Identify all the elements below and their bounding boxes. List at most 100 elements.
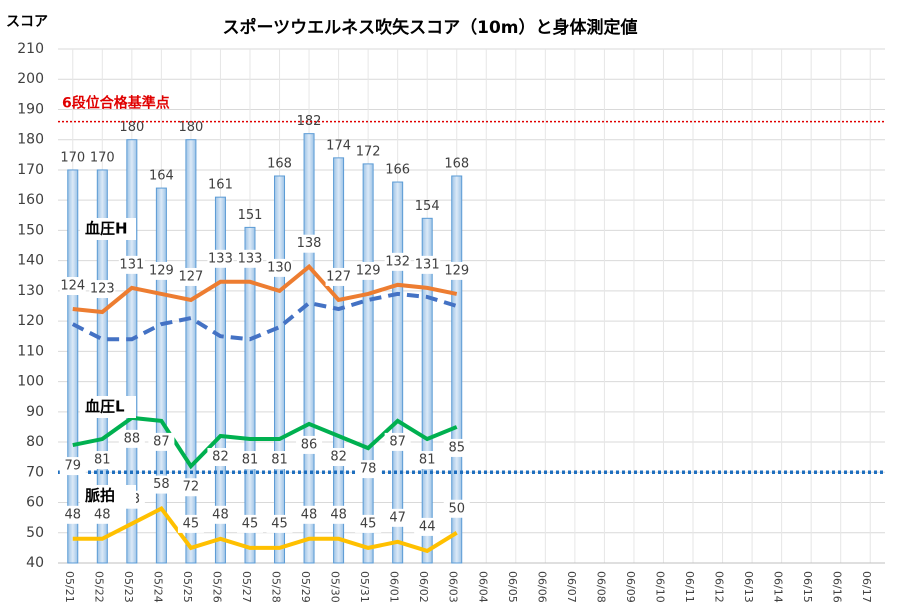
label-box: [148, 475, 175, 494]
series-name: 血圧L: [85, 398, 125, 416]
chart-title: スポーツウエルネス吹矢スコア（10m）と身体測定値: [222, 17, 637, 38]
label-box: [325, 505, 352, 524]
bar: [67, 169, 79, 564]
line-value-label: 131: [119, 257, 144, 272]
bar: [244, 226, 256, 564]
line-value-label: 133: [208, 251, 233, 266]
label-box: [296, 435, 323, 454]
line-value-label: 81: [419, 453, 436, 468]
label-box: [355, 514, 382, 533]
line-value-label: 48: [330, 507, 347, 522]
label-box: [59, 505, 86, 524]
label-box: [266, 514, 293, 533]
x-tick-label: 05/31: [358, 571, 371, 603]
line-value-label: 81: [94, 453, 111, 468]
bar: [333, 157, 345, 564]
line: [71, 291, 458, 342]
line-value-label: 87: [153, 434, 170, 449]
line-value-label: 81: [242, 453, 259, 468]
label-box: [355, 460, 382, 479]
label-box: [177, 267, 204, 286]
label-box: [384, 508, 411, 527]
x-tick-label: 06/01: [388, 571, 401, 603]
y-tick-label: 100: [17, 374, 44, 390]
y-tick-label: 70: [26, 464, 44, 480]
label-box: [384, 432, 411, 451]
line-value-label: 45: [271, 516, 288, 531]
line: [72, 415, 458, 470]
line-value-label: 48: [301, 507, 318, 522]
line-value-label: 48: [94, 507, 111, 522]
line-value-label: 86: [301, 437, 318, 452]
bar-value-label: 151: [238, 208, 263, 223]
bar: [214, 196, 226, 564]
line-value-label: 79: [64, 459, 81, 474]
line-value-label: 87: [389, 434, 406, 449]
y-tick-label: 170: [17, 162, 44, 178]
line-value-label: 138: [297, 236, 322, 251]
label-box: [207, 505, 234, 524]
bar-value-label: 180: [178, 120, 203, 135]
x-tick-label: 05/23: [122, 571, 135, 603]
line-value-label: 48: [64, 507, 81, 522]
label-box: [296, 505, 323, 524]
label-box: [296, 234, 323, 253]
bar-value-label: 180: [119, 120, 144, 135]
label-box: [177, 478, 204, 497]
x-tick-label: 05/21: [63, 571, 76, 603]
series-name-box: [80, 485, 136, 507]
reference-label: 6段位合格基準点: [62, 95, 170, 112]
bar-value-label: 161: [208, 178, 233, 193]
x-tick-label: 05/27: [240, 571, 253, 603]
bar: [274, 175, 286, 564]
bar-value-label: 182: [297, 114, 322, 129]
x-tick-label: 06/06: [535, 571, 548, 603]
bar-value-label: 174: [326, 138, 351, 153]
label-box: [177, 514, 204, 533]
bar: [421, 217, 433, 564]
bar-value-label: 172: [356, 144, 381, 159]
x-tick-label: 06/15: [801, 571, 814, 603]
line-value-label: 127: [326, 269, 351, 284]
label-box: [414, 451, 441, 470]
line-value-label: 58: [153, 477, 170, 492]
label-box: [207, 249, 234, 268]
bar: [96, 169, 108, 564]
label-box: [325, 448, 352, 467]
label-box: [118, 429, 145, 448]
label-box: [236, 514, 263, 533]
label-box: [236, 451, 263, 470]
x-tick-label: 06/03: [447, 571, 460, 603]
line-value-label: 123: [90, 282, 115, 297]
y-tick-label: 90: [26, 404, 44, 420]
label-box: [325, 267, 352, 286]
line-value-label: 131: [415, 257, 440, 272]
bar: [451, 175, 463, 564]
y-tick-label: 120: [17, 313, 44, 329]
line-value-label: 47: [389, 510, 406, 525]
bar-value-label: 166: [385, 163, 410, 178]
line-value-label: 129: [149, 263, 174, 278]
label-box: [443, 499, 470, 518]
line-value-label: 127: [178, 269, 203, 284]
x-tick-label: 05/29: [299, 571, 312, 603]
x-tick-label: 06/02: [417, 571, 430, 603]
x-tick-label: 05/24: [151, 571, 164, 603]
line-value-label: 130: [267, 260, 292, 275]
label-box: [89, 451, 116, 470]
bar-value-label: 168: [267, 156, 292, 171]
y-tick-label: 190: [17, 101, 44, 117]
y-tick-label: 150: [17, 222, 44, 238]
y-axis-label: スコア: [6, 14, 48, 30]
x-tick-label: 05/26: [210, 571, 223, 603]
x-tick-label: 06/17: [860, 571, 873, 603]
y-tick-label: 200: [17, 71, 44, 87]
x-tick-label: 05/25: [181, 571, 194, 603]
line: [72, 263, 458, 315]
x-tick-label: 06/09: [624, 571, 637, 603]
bar: [126, 139, 138, 564]
label-box: [414, 517, 441, 536]
series-name-box: [80, 218, 136, 240]
line-value-label: 88: [124, 431, 141, 446]
x-tick-label: 05/22: [92, 571, 105, 603]
